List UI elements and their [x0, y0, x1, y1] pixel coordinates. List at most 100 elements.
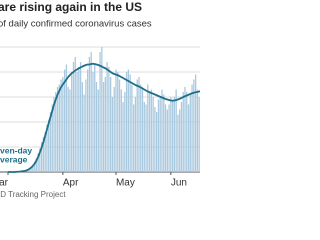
bar: [32, 164, 34, 172]
bar: [164, 104, 167, 172]
bar: [177, 114, 179, 172]
bar: [94, 64, 96, 172]
bar: [138, 77, 140, 172]
bar: [187, 104, 190, 172]
bar: [46, 124, 48, 172]
bar: [111, 97, 114, 172]
bar: [125, 72, 128, 172]
bar: [49, 112, 52, 172]
bar: [110, 77, 112, 172]
bar: [159, 97, 161, 172]
bar: [184, 87, 186, 172]
x-tick-label: Jun: [171, 178, 187, 189]
source-note: ID Tracking Project: [0, 190, 66, 199]
bar: [147, 84, 149, 172]
bar: [81, 82, 83, 172]
bar: [97, 89, 99, 172]
bar: [35, 158, 37, 172]
bar: [180, 102, 183, 172]
bar: [194, 74, 197, 172]
bar: [56, 87, 59, 172]
page: {"chart_data": {"type": "bar", "title": …: [0, 0, 200, 200]
bar: [108, 67, 110, 172]
bar: [76, 72, 78, 172]
bar: [168, 104, 170, 172]
bar: [71, 72, 73, 172]
annotation: verage: [0, 154, 28, 164]
bar: [150, 89, 153, 172]
bar: [175, 89, 177, 172]
bar: [95, 82, 98, 172]
bar: [131, 84, 133, 172]
bar: [129, 74, 131, 172]
bar: [120, 89, 122, 172]
bar: [102, 82, 105, 172]
bar: [161, 89, 163, 172]
bar: [65, 64, 68, 172]
bar: [79, 62, 82, 172]
bar: [58, 84, 60, 172]
bar: [101, 47, 103, 172]
bar: [28, 168, 30, 172]
bar: [113, 87, 115, 172]
bar: [198, 97, 200, 172]
bar: [193, 79, 195, 172]
annotation: ven-day: [0, 145, 32, 155]
bar: [87, 69, 89, 172]
bar: [83, 94, 85, 172]
bar: [42, 137, 45, 172]
bar: [55, 92, 57, 172]
average-line: [8, 62, 200, 173]
bar: [78, 67, 80, 172]
bar: [182, 92, 184, 172]
bar: [163, 94, 165, 172]
bar: [53, 97, 55, 172]
bar: [134, 97, 137, 172]
bar: [191, 84, 193, 172]
bar: [148, 92, 151, 172]
bar: [44, 132, 46, 172]
bar: [189, 94, 191, 172]
bar: [62, 77, 64, 172]
bar: [88, 57, 91, 172]
chart-subtitle: of daily confirmed coronavirus cases: [0, 19, 152, 30]
bar: [37, 153, 39, 172]
bar: [60, 79, 62, 172]
chart-title: are rising again in the US: [0, 0, 142, 14]
bar: [141, 87, 144, 172]
bar: [145, 104, 147, 172]
bar: [170, 97, 172, 172]
x-tick-label: Apr: [63, 178, 79, 189]
bar: [99, 52, 101, 172]
bar: [117, 72, 119, 172]
bar: [143, 102, 145, 172]
bar: [67, 87, 69, 172]
bar: [30, 166, 32, 172]
bar: [74, 57, 76, 172]
bar: [154, 107, 156, 172]
bar: [115, 69, 117, 172]
bar: [173, 97, 176, 172]
bar: [157, 99, 160, 172]
x-tick-label: May: [116, 178, 135, 189]
bar: [92, 72, 94, 172]
bar: [90, 52, 92, 172]
bar: [196, 89, 199, 172]
bar: [39, 148, 41, 172]
bar: [48, 119, 50, 172]
bar: [106, 62, 108, 172]
bar: [51, 104, 53, 172]
bar: [133, 104, 135, 172]
bar: [166, 109, 168, 172]
bar: [72, 62, 75, 172]
bar: [171, 99, 174, 172]
bar: [122, 102, 124, 172]
bar: [40, 142, 43, 172]
bar: [124, 92, 126, 172]
bar: [140, 84, 142, 172]
bar: [186, 92, 188, 172]
bar: [156, 112, 158, 172]
bar: [104, 77, 106, 172]
bar: [63, 69, 66, 172]
bar: [118, 79, 121, 172]
